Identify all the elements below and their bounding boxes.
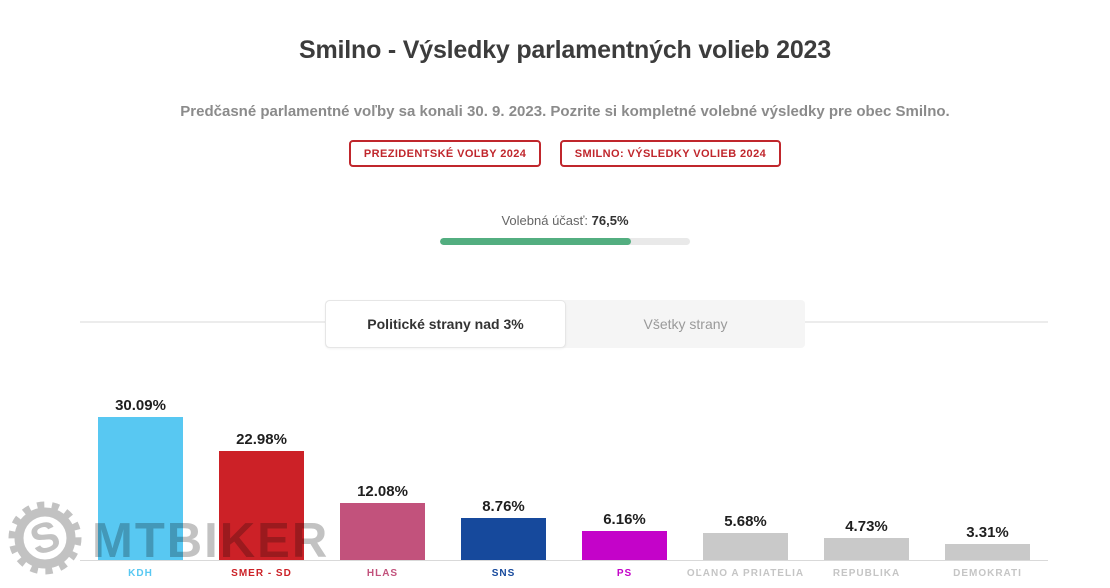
svg-text:S: S: [24, 511, 65, 564]
bar-value-label: 4.73%: [845, 518, 888, 535]
turnout-progress-bar: [440, 238, 690, 245]
bar-chart-bars: 30.09% 22.98% 12.08% 8.76% 6.16% 5.68% 4.73% 3.…: [80, 388, 1048, 561]
turnout-progress-fill: [440, 238, 632, 245]
bar-value-label: 22.98%: [236, 431, 287, 448]
bar-slot: 5.68%: [685, 513, 806, 560]
results-bar-chart: 30.09% 22.98% 12.08% 8.76% 6.16% 5.68% 4.73% 3.…: [80, 388, 1048, 579]
bar-category-label: SMER - SD: [231, 568, 292, 579]
bar-category-label: KDH: [128, 568, 153, 579]
turnout-label-text: Volebná účasť:: [501, 213, 589, 228]
bar-slot: 8.76%: [443, 498, 564, 560]
bar-value-label: 12.08%: [357, 483, 408, 500]
page-subtitle: Predčasné parlamentné voľby sa konali 30…: [180, 103, 950, 120]
page-title: Smilno - Výsledky parlamentných volieb 2…: [299, 36, 831, 64]
bar-slot: 6.16%: [564, 511, 685, 560]
bar-category-label: DEMOKRATI: [953, 568, 1022, 579]
link-buttons-row: PREZIDENTSKÉ VOĽBY 2024 SMILNO: VÝSLEDKY…: [20, 140, 1110, 167]
bar-smer-sd[interactable]: [219, 451, 304, 560]
bar-value-label: 30.09%: [115, 397, 166, 414]
bar-demokrati[interactable]: [945, 544, 1030, 560]
tab-all-parties[interactable]: Všetky strany: [643, 316, 728, 332]
presidential-elections-2024-button[interactable]: PREZIDENTSKÉ VOĽBY 2024: [348, 140, 542, 167]
bar-category-label: REPUBLIKA: [832, 568, 901, 579]
turnout-value: 76,5%: [591, 213, 629, 228]
chart-tabs: Politické strany nad 3% Všetky strany: [325, 300, 805, 348]
bar-republika[interactable]: [824, 538, 909, 560]
bar-slot: 4.73%: [806, 518, 927, 560]
bar-value-label: 5.68%: [724, 513, 767, 530]
bar-value-label: 3.31%: [966, 524, 1009, 541]
bar-kdh[interactable]: [98, 417, 183, 560]
bar-ps[interactable]: [582, 531, 667, 560]
bar-o-ano-a-priatelia[interactable]: [703, 533, 788, 560]
bar-chart-labels: KDH SMER - SD HLAS SNS PS OĽANO A PRIATELIA RE…: [80, 561, 1048, 579]
bar-slot: 12.08%: [322, 483, 443, 560]
bar-category-label: PS: [616, 568, 633, 579]
bar-slot: 22.98%: [201, 431, 322, 560]
bar-slot: 30.09%: [80, 397, 201, 560]
gear-sprocket-icon: S: [8, 501, 82, 580]
bar-value-label: 8.76%: [482, 498, 525, 515]
bar-category-label: SNS: [491, 568, 516, 579]
bar-slot: 3.31%: [927, 524, 1048, 560]
bar-value-label: 6.16%: [603, 511, 646, 528]
bar-hlas[interactable]: [340, 503, 425, 560]
turnout-label: Volebná účasť: 76,5%: [20, 213, 1110, 228]
tab-parties-over-3-percent[interactable]: Politické strany nad 3%: [325, 300, 566, 348]
bar-category-label: HLAS: [366, 568, 399, 579]
smilno-results-2024-button[interactable]: SMILNO: VÝSLEDKY VOLIEB 2024: [559, 140, 782, 167]
bar-sns[interactable]: [461, 518, 546, 560]
bar-category-label: OĽANO A PRIATELIA: [686, 568, 805, 579]
